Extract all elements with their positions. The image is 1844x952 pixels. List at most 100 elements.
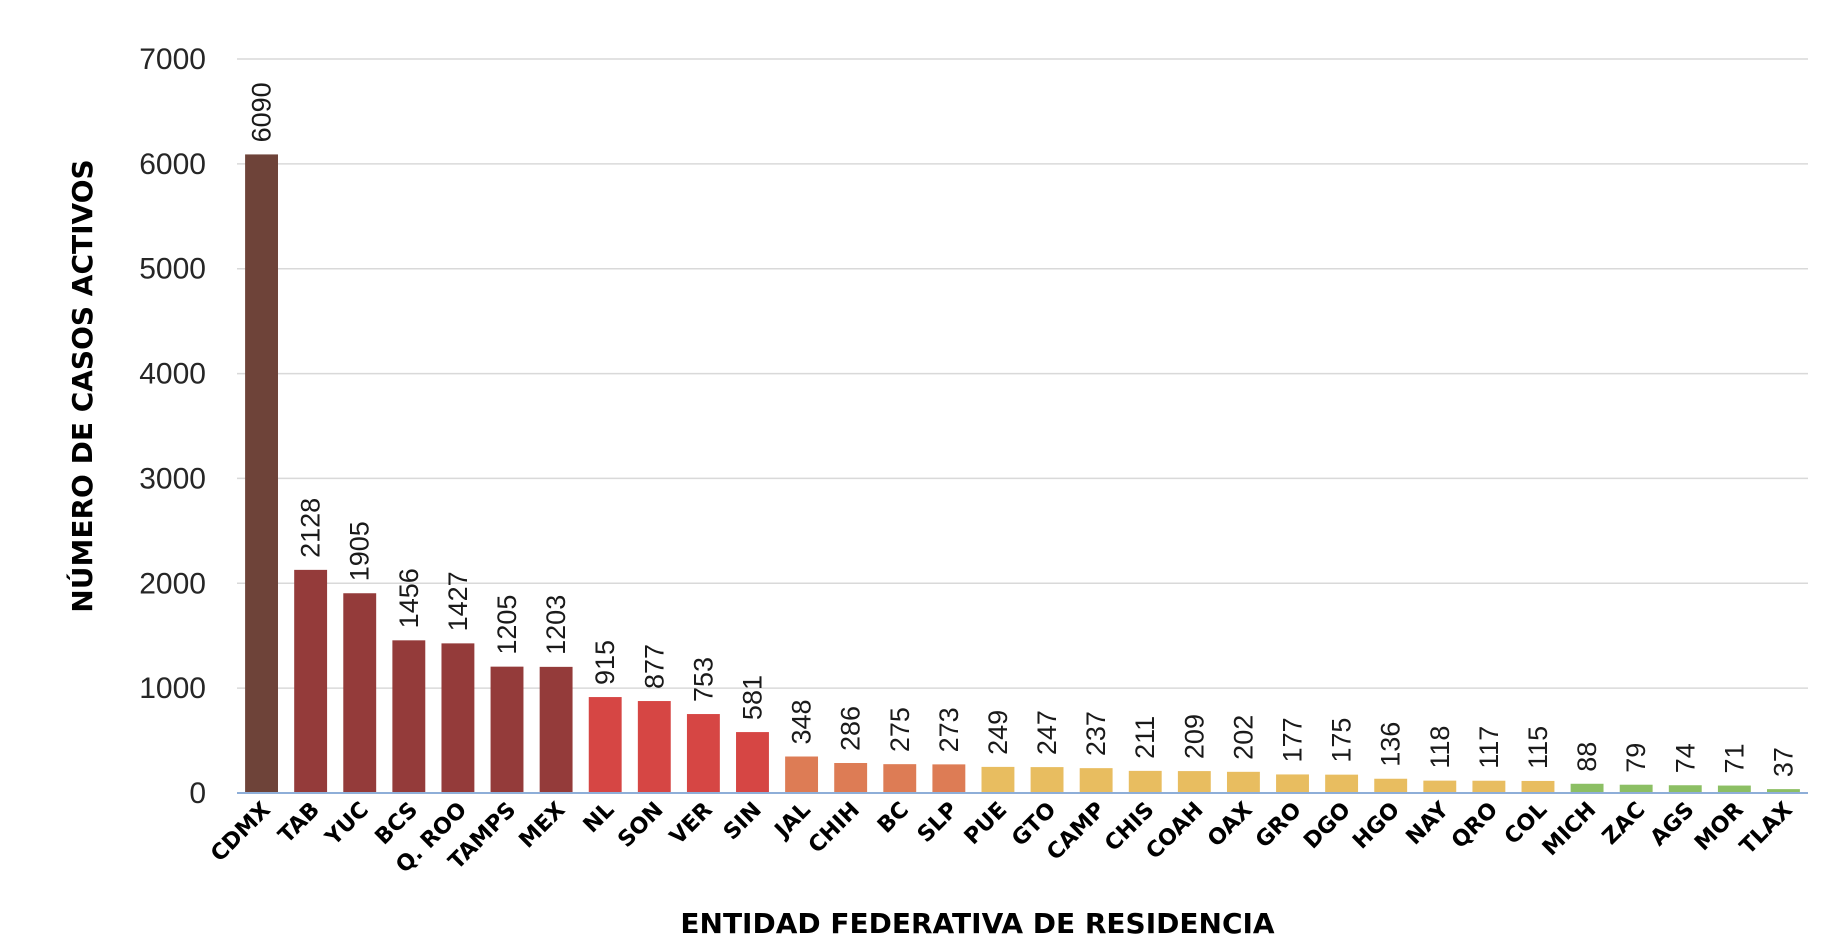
bar xyxy=(1668,785,1702,793)
x-tick-label: HGO xyxy=(1348,798,1405,855)
x-tick-label: NAY xyxy=(1402,797,1455,850)
data-label: 581 xyxy=(737,675,767,720)
bar xyxy=(1570,783,1604,793)
x-tick-label: MICH xyxy=(1538,798,1601,861)
bar xyxy=(1717,785,1751,793)
x-tick-label: YUC xyxy=(320,798,374,852)
data-label: 71 xyxy=(1719,744,1749,774)
data-label: 118 xyxy=(1425,726,1455,769)
data-label: 2128 xyxy=(296,498,326,558)
bar xyxy=(834,763,868,793)
bar xyxy=(1472,780,1506,793)
data-label: 209 xyxy=(1179,714,1209,759)
bar xyxy=(785,756,819,793)
x-tick-label: BC xyxy=(873,798,914,839)
bar xyxy=(1767,789,1800,793)
data-label: 1905 xyxy=(345,521,375,581)
bar xyxy=(637,701,671,793)
y-tick-label: 5000 xyxy=(139,253,206,286)
data-label: 1203 xyxy=(541,595,571,655)
x-tick-label: SON xyxy=(613,798,668,853)
bar xyxy=(736,732,769,793)
data-label: 88 xyxy=(1572,742,1602,772)
x-tick-label: MEX xyxy=(515,798,571,854)
bar xyxy=(588,697,622,793)
bar xyxy=(883,764,917,793)
x-tick-label: DGO xyxy=(1299,798,1356,855)
data-label: 74 xyxy=(1670,743,1700,773)
x-tick-label: CHIH xyxy=(804,798,865,859)
bar xyxy=(1276,774,1309,793)
x-tick-label: QRO xyxy=(1447,798,1503,854)
bar xyxy=(1226,771,1260,793)
x-tick-label: ZAC xyxy=(1598,798,1650,850)
data-label: 237 xyxy=(1081,711,1111,756)
bar xyxy=(1177,771,1211,793)
y-axis-ticks: 0 1000 2000 3000 4000 5000 6000 7000 xyxy=(139,43,206,810)
data-label: 1456 xyxy=(394,568,424,628)
bar xyxy=(981,766,1015,793)
x-tick-label: NL xyxy=(579,798,620,839)
bar xyxy=(392,640,426,793)
y-tick-label: 4000 xyxy=(139,358,206,391)
bar xyxy=(1521,780,1555,793)
y-axis-title: NÚMERO DE CASOS ACTIVOS xyxy=(65,159,99,612)
data-label: 249 xyxy=(983,710,1013,755)
x-tick-label: GRO xyxy=(1251,798,1307,854)
x-tick-label: PUE xyxy=(960,798,1012,850)
data-label: 117 xyxy=(1474,726,1504,769)
y-tick-label: 6000 xyxy=(139,148,206,181)
x-tick-label: TLAX xyxy=(1735,798,1797,860)
data-label: 877 xyxy=(639,644,669,689)
data-label: 286 xyxy=(836,706,866,751)
x-tick-label: SIN xyxy=(719,798,767,846)
bar xyxy=(1030,767,1064,793)
data-label: 37 xyxy=(1768,747,1798,777)
gridlines xyxy=(237,58,1808,689)
x-tick-label: SLP xyxy=(913,798,963,848)
bar xyxy=(1423,780,1457,793)
data-label: 175 xyxy=(1327,718,1357,763)
y-tick-label: 2000 xyxy=(139,567,206,600)
data-label: 348 xyxy=(787,699,817,744)
bar xyxy=(1079,768,1113,793)
data-label: 6090 xyxy=(247,82,277,142)
data-label: 177 xyxy=(1278,717,1308,762)
data-label: 79 xyxy=(1621,743,1651,773)
data-label: 915 xyxy=(590,640,620,685)
bar xyxy=(1619,784,1653,793)
data-label: 1427 xyxy=(443,571,473,631)
data-label: 273 xyxy=(934,707,964,752)
x-tick-label: CDMX xyxy=(206,798,276,868)
y-tick-label: 0 xyxy=(189,777,206,810)
bar xyxy=(245,154,278,794)
y-tick-label: 7000 xyxy=(139,43,206,76)
x-axis-title: ENTIDAD FEDERATIVA DE RESIDENCIA xyxy=(680,907,1275,940)
y-tick-label: 1000 xyxy=(139,672,206,705)
data-label: 202 xyxy=(1228,715,1258,760)
x-tick-label: TAB xyxy=(274,798,325,849)
bar xyxy=(539,666,573,793)
bar xyxy=(1374,778,1408,793)
data-label: 275 xyxy=(885,707,915,752)
bar xyxy=(490,666,524,793)
bar xyxy=(932,764,966,793)
data-label: 211 xyxy=(1130,716,1160,759)
bars xyxy=(245,154,1800,794)
x-tick-label: AGS xyxy=(1646,798,1700,852)
data-label: 1205 xyxy=(492,595,522,655)
data-labels: 6090 2128 1905 1456 1427 1205 1203 915 877 753 581… xyxy=(247,82,1799,777)
data-label: 136 xyxy=(1376,722,1406,767)
data-label: 115 xyxy=(1523,726,1553,769)
x-tick-label: VER xyxy=(665,798,717,850)
bar xyxy=(343,593,377,793)
bar xyxy=(294,569,328,793)
data-label: 753 xyxy=(688,657,718,702)
bar xyxy=(1325,774,1359,793)
bar xyxy=(441,643,475,793)
y-tick-label: 3000 xyxy=(139,462,206,495)
data-label: 247 xyxy=(1032,710,1062,755)
